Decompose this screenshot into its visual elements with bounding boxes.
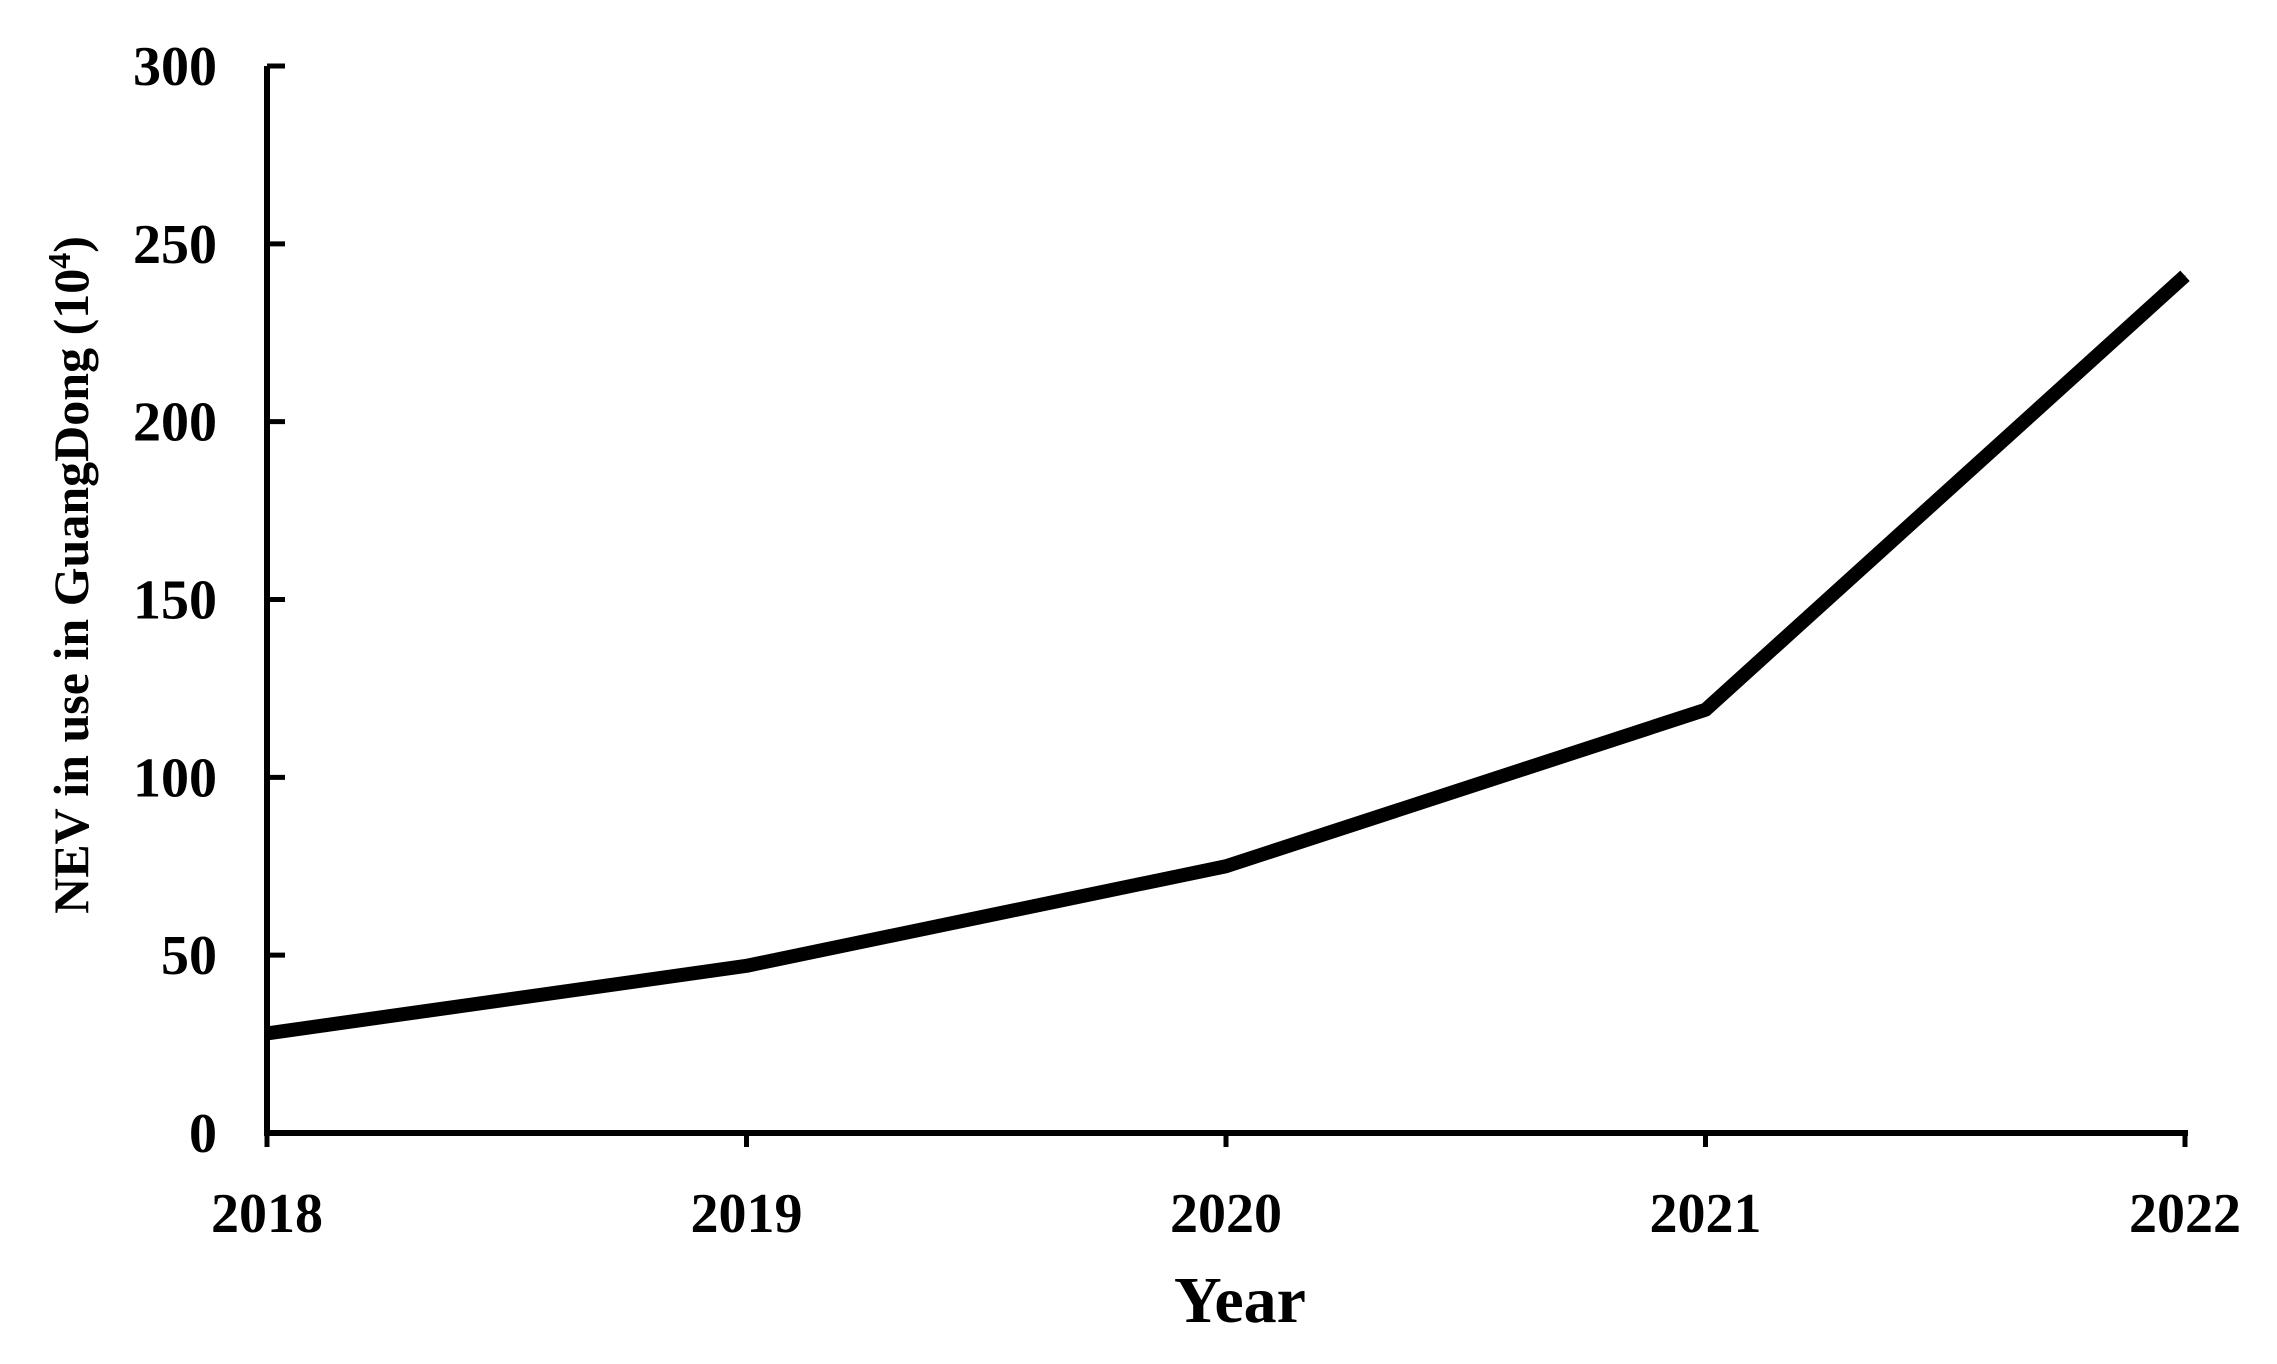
data-point xyxy=(1705,709,1706,711)
y-tick-label: 50 xyxy=(161,925,217,987)
y-axis-title-suffix: ) xyxy=(43,236,99,253)
y-axis-title: NEV in use in GuangDong (104) xyxy=(41,236,99,914)
y-tick-label: 100 xyxy=(133,747,217,809)
x-axis-title: Year xyxy=(1174,1264,1306,1337)
x-tick-label: 2018 xyxy=(211,1183,323,1245)
y-tick-label: 300 xyxy=(133,36,217,98)
y-tick-label: 150 xyxy=(133,570,217,632)
y-axis-title-superscript: 4 xyxy=(41,253,77,269)
data-point xyxy=(1225,865,1227,867)
data-point xyxy=(746,965,747,967)
y-axis-ticks: 0 50 100 150 200 250 300 xyxy=(133,36,285,1165)
y-tick-label: 250 xyxy=(133,214,217,276)
x-tick-label: 2020 xyxy=(1170,1183,1282,1245)
x-tick-label: 2022 xyxy=(2129,1183,2241,1245)
x-axis-ticks: 2018 2019 2020 2021 2022 xyxy=(211,1133,2241,1245)
series-line xyxy=(266,270,2190,1041)
y-axis-title-main: NEV in use in GuangDong (10 xyxy=(43,269,99,914)
x-tick-label: 2019 xyxy=(691,1183,803,1245)
series-layer xyxy=(266,270,2190,1041)
y-tick-label: 0 xyxy=(189,1103,217,1165)
y-tick-label: 200 xyxy=(133,392,217,454)
x-tick-label: 2021 xyxy=(1650,1183,1762,1245)
data-point xyxy=(2184,275,2186,277)
